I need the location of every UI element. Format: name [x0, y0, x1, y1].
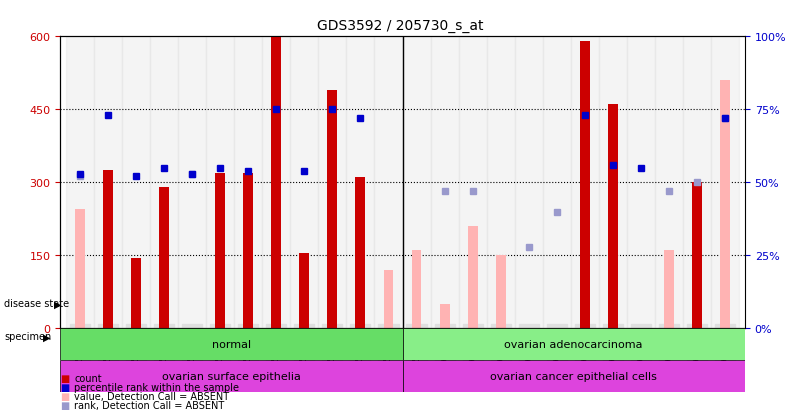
- Bar: [487, 37, 515, 329]
- Bar: [543, 37, 571, 329]
- Text: ■: ■: [60, 400, 70, 410]
- Bar: [374, 37, 403, 329]
- Text: disease state: disease state: [4, 299, 69, 309]
- Bar: [384, 271, 393, 329]
- Bar: [122, 37, 150, 329]
- Text: ■: ■: [60, 391, 70, 401]
- Bar: [692, 183, 702, 329]
- Bar: [468, 227, 477, 329]
- Bar: [403, 329, 745, 361]
- Bar: [599, 37, 627, 329]
- Bar: [496, 256, 505, 329]
- Text: GDS3592 / 205730_s_at: GDS3592 / 205730_s_at: [317, 19, 484, 33]
- Text: normal: normal: [211, 339, 251, 349]
- Bar: [103, 171, 113, 329]
- Text: ▶: ▶: [43, 332, 50, 342]
- Bar: [608, 169, 618, 329]
- Bar: [608, 105, 618, 329]
- Text: percentile rank within the sample: percentile rank within the sample: [74, 382, 239, 392]
- Bar: [290, 37, 318, 329]
- Bar: [403, 37, 431, 329]
- Bar: [571, 37, 599, 329]
- Bar: [66, 37, 94, 329]
- Bar: [159, 256, 169, 329]
- Bar: [683, 37, 711, 329]
- Text: specimen: specimen: [4, 332, 51, 342]
- Bar: [627, 37, 655, 329]
- Bar: [94, 37, 122, 329]
- Bar: [328, 90, 337, 329]
- Bar: [720, 81, 731, 329]
- Bar: [206, 37, 234, 329]
- Bar: [346, 37, 374, 329]
- Bar: [131, 258, 141, 329]
- Text: value, Detection Call = ABSENT: value, Detection Call = ABSENT: [74, 391, 230, 401]
- Text: ■: ■: [60, 373, 70, 383]
- Bar: [244, 173, 253, 329]
- Bar: [711, 37, 739, 329]
- Bar: [412, 251, 421, 329]
- Bar: [403, 361, 745, 392]
- Bar: [178, 37, 206, 329]
- Bar: [459, 37, 487, 329]
- Bar: [580, 42, 590, 329]
- Bar: [664, 251, 674, 329]
- Bar: [655, 37, 683, 329]
- Bar: [234, 37, 262, 329]
- Text: ovarian cancer epithelial cells: ovarian cancer epithelial cells: [490, 371, 657, 381]
- Bar: [515, 37, 543, 329]
- Bar: [159, 188, 169, 329]
- Text: ■: ■: [60, 382, 70, 392]
- Bar: [60, 361, 403, 392]
- Bar: [74, 210, 85, 329]
- Bar: [356, 178, 365, 329]
- Text: rank, Detection Call = ABSENT: rank, Detection Call = ABSENT: [74, 400, 225, 410]
- Bar: [440, 304, 449, 329]
- Text: ovarian adenocarcinoma: ovarian adenocarcinoma: [505, 339, 643, 349]
- Bar: [215, 173, 225, 329]
- Text: ovarian surface epithelia: ovarian surface epithelia: [162, 371, 300, 381]
- Bar: [318, 37, 346, 329]
- Bar: [262, 37, 290, 329]
- Bar: [692, 183, 702, 329]
- Text: ▶: ▶: [54, 299, 62, 309]
- Bar: [150, 37, 178, 329]
- Bar: [431, 37, 459, 329]
- Bar: [272, 37, 281, 329]
- Bar: [60, 329, 403, 361]
- Bar: [300, 253, 309, 329]
- Text: count: count: [74, 373, 102, 383]
